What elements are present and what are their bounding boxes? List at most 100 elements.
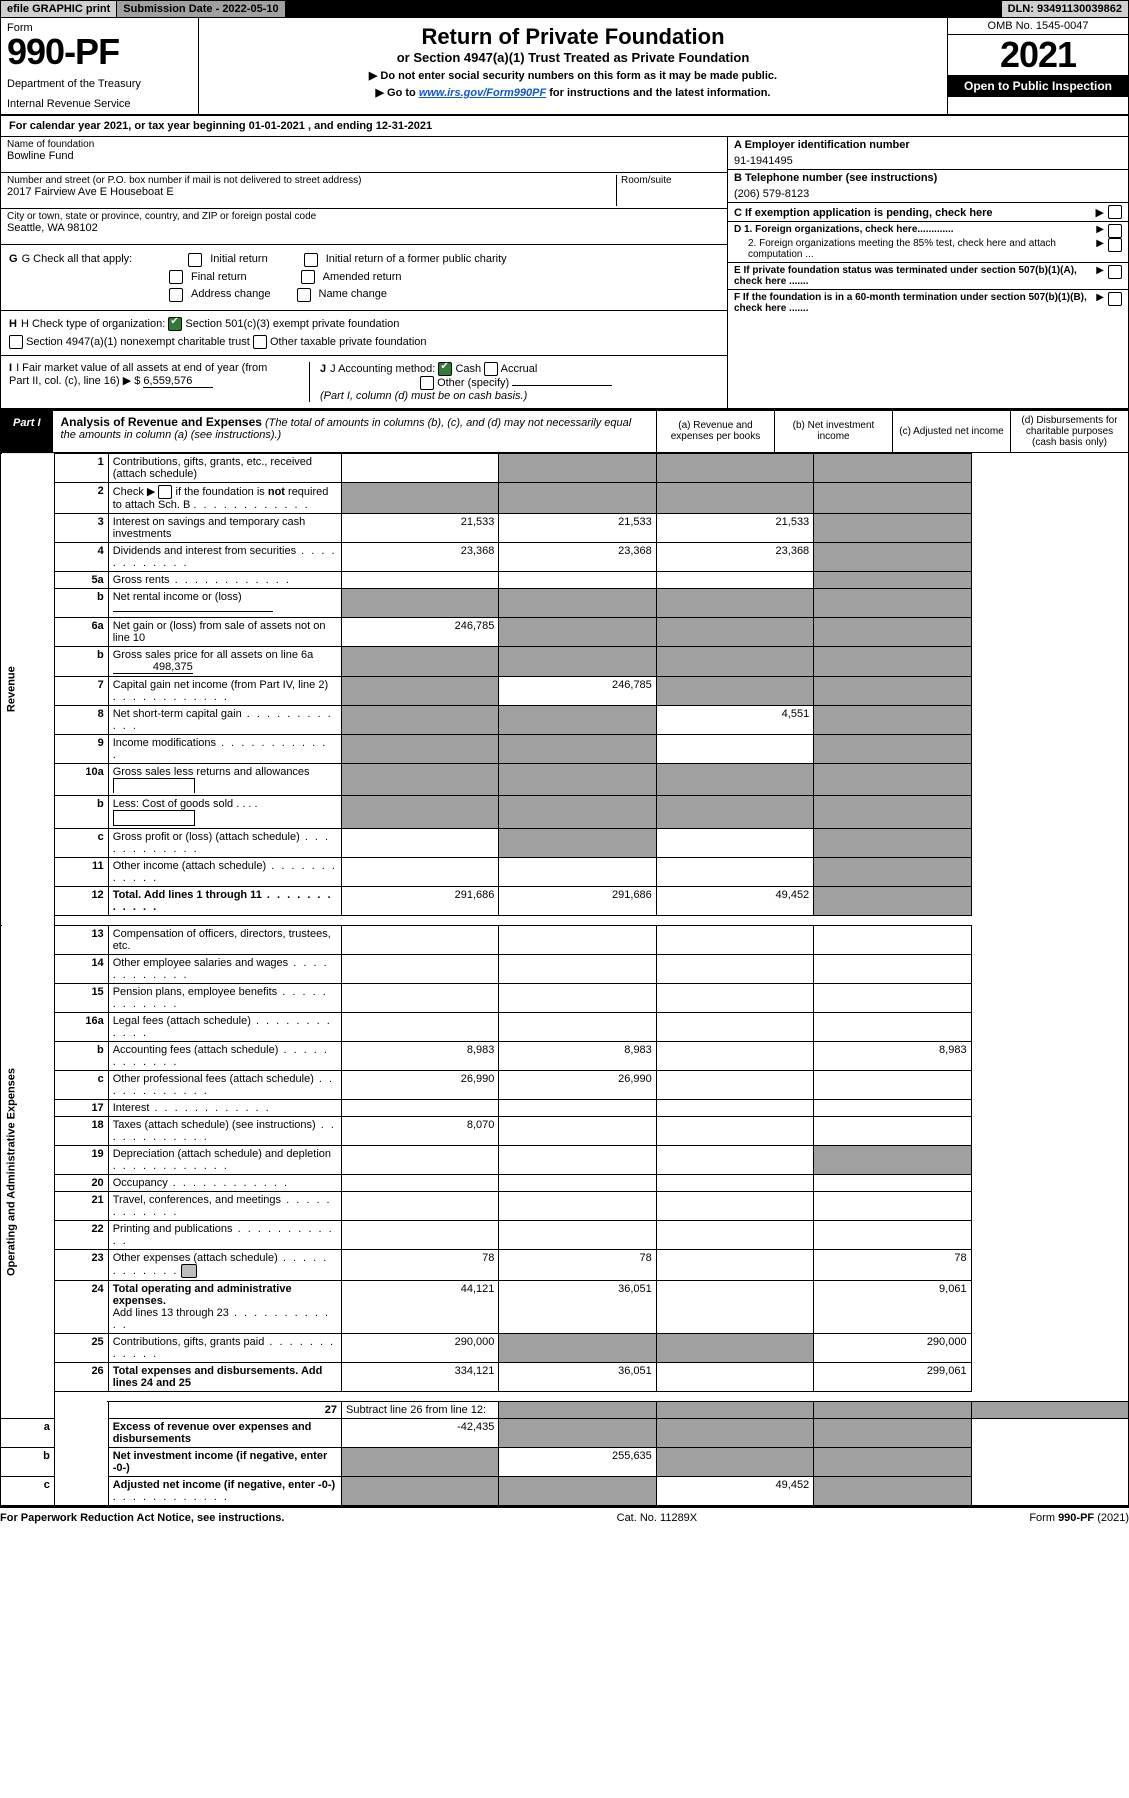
- cb-name-change[interactable]: [297, 288, 311, 302]
- table-row: 25 Contributions, gifts, grants paid 290…: [1, 1333, 1129, 1362]
- val-a: 246,785: [342, 617, 499, 646]
- part-i-header: Part I Analysis of Revenue and Expenses …: [0, 410, 1129, 453]
- line-desc: Other income (attach schedule): [108, 857, 341, 886]
- line-desc: Gross profit or (loss) (attach schedule): [108, 828, 341, 857]
- cb-4947a1[interactable]: [9, 335, 23, 349]
- cb-final-return[interactable]: [169, 270, 183, 284]
- line-number: 18: [54, 1116, 108, 1145]
- line-number: 16a: [54, 1012, 108, 1041]
- g-label: G Check all that apply:: [22, 253, 133, 265]
- val-b: 291,686: [499, 886, 656, 915]
- line-number: 26: [54, 1362, 108, 1391]
- line-desc: Less: Cost of goods sold . . . .: [108, 795, 341, 828]
- val-d: 8,983: [814, 1041, 971, 1070]
- h-4947a1: Section 4947(a)(1) nonexempt charitable …: [26, 336, 250, 348]
- cb-501c3[interactable]: [168, 317, 182, 331]
- table-row: b Less: Cost of goods sold . . . .: [1, 795, 1129, 828]
- attachment-icon[interactable]: [181, 1264, 197, 1278]
- form-note-1: ▶ Do not enter social security numbers o…: [209, 69, 937, 82]
- line-number: 20: [54, 1174, 108, 1191]
- line-desc: Printing and publications: [108, 1220, 341, 1249]
- line-desc: Total operating and administrative expen…: [108, 1280, 341, 1333]
- cb-initial-return[interactable]: [188, 253, 202, 267]
- room-suite-label: Room/suite: [621, 175, 721, 186]
- val-a: 26,990: [342, 1070, 499, 1099]
- cb-cash[interactable]: [438, 362, 452, 376]
- line-desc: Net gain or (loss) from sale of assets n…: [108, 617, 341, 646]
- tax-year: 2021: [948, 35, 1128, 75]
- table-row: 4 Dividends and interest from securities…: [1, 542, 1129, 571]
- cb-amended-return[interactable]: [301, 270, 315, 284]
- h-501c3: Section 501(c)(3) exempt private foundat…: [185, 318, 399, 330]
- cb-address-change[interactable]: [169, 288, 183, 302]
- line-number: 24: [54, 1280, 108, 1333]
- cb-sch-b[interactable]: [158, 485, 172, 499]
- line-desc: Depreciation (attach schedule) and deple…: [108, 1145, 341, 1174]
- table-row: 15 Pension plans, employee benefits: [1, 983, 1129, 1012]
- identity-block: Name of foundation Bowline Fund Number a…: [0, 137, 1129, 410]
- val-b: 36,051: [499, 1280, 656, 1333]
- note2-pre: ▶ Go to: [376, 87, 419, 99]
- line-number: b: [54, 646, 108, 676]
- r6b-value: 498,375: [113, 661, 193, 674]
- cb-accrual[interactable]: [484, 362, 498, 376]
- spacer-row: [1, 915, 1129, 925]
- cb-f[interactable]: [1108, 292, 1122, 306]
- val-a: 290,000: [342, 1333, 499, 1362]
- col-b-header: (b) Net investment income: [774, 411, 892, 452]
- part-i-table: Revenue 1 Contributions, gifts, grants, …: [0, 453, 1129, 1506]
- table-row: 14 Other employee salaries and wages: [1, 954, 1129, 983]
- line-desc: Occupancy: [108, 1174, 341, 1191]
- line-number: b: [1, 1447, 55, 1476]
- part-i-tag: Part I: [1, 411, 53, 452]
- line-number: 1: [54, 453, 108, 482]
- b-label: B Telephone number (see instructions): [734, 172, 1122, 184]
- top-bar: efile GRAPHIC print Submission Date - 20…: [0, 0, 1129, 18]
- table-row: Operating and Administrative Expenses 13…: [1, 925, 1129, 954]
- efile-print-label[interactable]: efile GRAPHIC print: [1, 1, 117, 17]
- line-number: c: [1, 1476, 55, 1505]
- cb-d2[interactable]: [1108, 238, 1122, 252]
- val-b: 26,990: [499, 1070, 656, 1099]
- cb-e[interactable]: [1108, 265, 1122, 279]
- line-desc: Adjusted net income (if negative, enter …: [108, 1476, 341, 1505]
- table-row: 7 Capital gain net income (from Part IV,…: [1, 676, 1129, 705]
- line-desc: Subtract line 26 from line 12:: [342, 1401, 499, 1418]
- g-address: Address change: [191, 286, 271, 304]
- table-row: 11 Other income (attach schedule): [1, 857, 1129, 886]
- side-label-expenses: Operating and Administrative Expenses: [1, 925, 55, 1418]
- line-number: 6a: [54, 617, 108, 646]
- spacer-row: [1, 1391, 1129, 1401]
- line-number: 22: [54, 1220, 108, 1249]
- line-desc: Other expenses (attach schedule): [108, 1249, 341, 1280]
- i-value: 6,559,576: [143, 375, 213, 388]
- table-row: 19 Depreciation (attach schedule) and de…: [1, 1145, 1129, 1174]
- table-row: a Excess of revenue over expenses and di…: [1, 1418, 1129, 1447]
- line-number: 12: [54, 886, 108, 915]
- cb-c[interactable]: [1108, 205, 1122, 219]
- table-row: 17 Interest: [1, 1099, 1129, 1116]
- line-desc: Compensation of officers, directors, tru…: [108, 925, 341, 954]
- line-number: 19: [54, 1145, 108, 1174]
- table-row: 18 Taxes (attach schedule) (see instruct…: [1, 1116, 1129, 1145]
- line-number: 23: [54, 1249, 108, 1280]
- instructions-link[interactable]: www.irs.gov/Form990PF: [419, 87, 546, 99]
- h-label: H Check type of organization:: [21, 318, 165, 330]
- right-info-block: A Employer identification number 91-1941…: [727, 137, 1128, 408]
- table-row: 16a Legal fees (attach schedule): [1, 1012, 1129, 1041]
- line-desc: Taxes (attach schedule) (see instruction…: [108, 1116, 341, 1145]
- table-row: 10a Gross sales less returns and allowan…: [1, 763, 1129, 795]
- line-number: 8: [54, 705, 108, 734]
- cb-other-method[interactable]: [420, 376, 434, 390]
- submission-date: Submission Date - 2022-05-10: [117, 1, 285, 17]
- cb-d1[interactable]: [1108, 224, 1122, 238]
- foundation-name: Bowline Fund: [7, 150, 721, 162]
- line-desc: Dividends and interest from securities: [108, 542, 341, 571]
- val-b: 255,635: [499, 1447, 656, 1476]
- line-desc: Interest: [108, 1099, 341, 1116]
- cb-other-taxable[interactable]: [253, 335, 267, 349]
- line-desc: Gross rents: [108, 571, 341, 588]
- line-number: 5a: [54, 571, 108, 588]
- cb-initial-former[interactable]: [304, 253, 318, 267]
- ij-block: II Fair market value of all assets at en…: [1, 356, 727, 408]
